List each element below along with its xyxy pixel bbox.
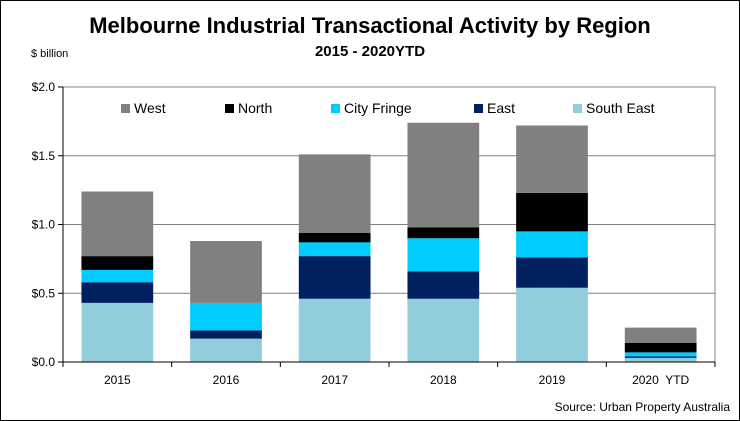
legend-swatch — [225, 104, 234, 113]
bar-segment — [298, 232, 371, 243]
chart-subtitle: 2015 - 2020YTD — [315, 43, 425, 60]
plot-area: $0.0 $0.5 $1.0 $1.5 $2.0 2015 2016 2017 2018 2019… — [32, 80, 716, 387]
legend-label: West — [134, 100, 166, 116]
bar-segment — [516, 192, 588, 232]
legend-label: North — [238, 100, 272, 116]
bar-segment — [298, 256, 371, 299]
source-note: Source: Urban Property Australia — [555, 400, 731, 414]
bar-segment — [516, 125, 588, 193]
bar-segment — [190, 241, 262, 303]
y-tick-label: $0.5 — [32, 286, 56, 300]
y-tick-label: $1.5 — [32, 149, 56, 163]
bar-segment — [407, 122, 480, 228]
legend-label: South East — [586, 100, 655, 116]
bar-segment — [407, 271, 480, 299]
bar-segment — [624, 342, 697, 353]
legend-swatch — [573, 104, 582, 113]
x-tick-label: 2016 — [213, 373, 240, 387]
legend-label: City Fringe — [344, 100, 412, 116]
x-tick-label: 2017 — [321, 373, 348, 387]
bar-segment — [407, 238, 480, 272]
y-axis-label: $ billion — [31, 48, 68, 60]
bar-segment — [190, 330, 262, 339]
bar-segment — [624, 352, 697, 357]
bar-segment — [81, 269, 154, 283]
y-tick-label: $2.0 — [32, 80, 56, 94]
x-tick-label: 2019 — [539, 373, 566, 387]
bar-segment — [624, 357, 697, 362]
bar-segment — [81, 282, 154, 303]
legend-swatch — [121, 104, 130, 113]
bar-segment — [407, 298, 480, 362]
x-tick-label: 2020 YTD — [632, 373, 689, 387]
bar-segment — [190, 302, 262, 331]
bar-segment — [81, 302, 154, 362]
bar-segment — [81, 191, 154, 257]
chart-title: Melbourne Industrial Transactional Activ… — [89, 13, 651, 38]
bar-segment — [624, 356, 697, 358]
x-tick-label: 2018 — [430, 373, 457, 387]
x-tick-label: 2015 — [104, 373, 131, 387]
bar-segment — [190, 338, 262, 362]
bar-segment — [298, 242, 371, 257]
bar-segment — [298, 154, 371, 233]
bar-segment — [516, 287, 588, 362]
legend-label: East — [487, 100, 515, 116]
legend-swatch — [331, 104, 340, 113]
bar-segment — [298, 298, 371, 362]
bar-segment — [407, 227, 480, 239]
bar-segment — [81, 256, 154, 270]
bar-segment — [624, 327, 697, 343]
y-tick-label: $1.0 — [32, 218, 56, 232]
y-tick-label: $0.0 — [32, 355, 56, 369]
bar-segment — [516, 231, 588, 258]
legend-swatch — [474, 104, 483, 113]
bar-segment — [516, 257, 588, 288]
